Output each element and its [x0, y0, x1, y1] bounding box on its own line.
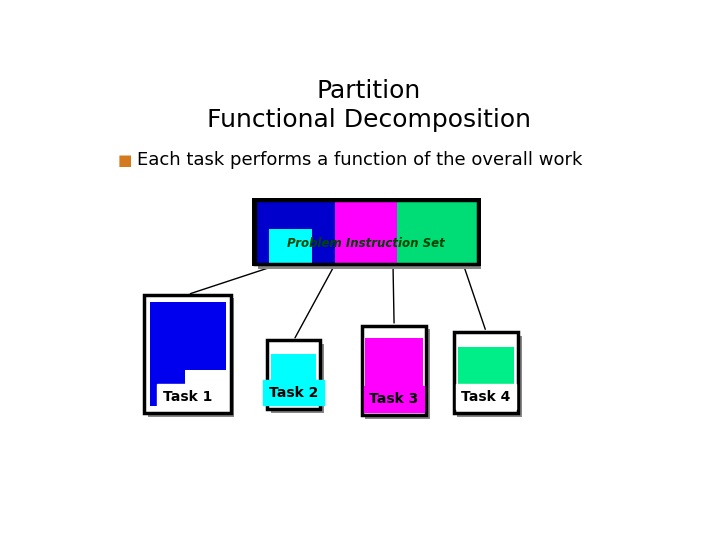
Bar	[365, 329, 430, 419]
Bar	[271, 344, 323, 413]
Text: Partition: Partition	[317, 79, 421, 103]
Bar	[458, 347, 514, 395]
Bar	[269, 229, 312, 265]
Bar	[365, 338, 423, 403]
Text: Functional Decomposition: Functional Decomposition	[207, 109, 531, 132]
Bar	[255, 200, 478, 265]
Bar	[457, 336, 521, 417]
Bar	[258, 204, 481, 268]
Bar	[145, 294, 231, 413]
Bar	[145, 294, 231, 413]
Text: Task 4: Task 4	[462, 390, 511, 404]
Bar	[267, 340, 320, 409]
Bar	[150, 302, 225, 350]
Bar	[148, 298, 234, 417]
Bar	[454, 332, 518, 413]
Text: Task 2: Task 2	[269, 386, 318, 400]
Bar	[335, 200, 397, 265]
Bar	[185, 370, 225, 406]
Bar	[397, 200, 478, 265]
Bar	[150, 350, 225, 406]
Text: Task 3: Task 3	[369, 392, 419, 406]
Bar	[454, 332, 518, 413]
Bar	[267, 340, 320, 409]
Text: Task 1: Task 1	[163, 390, 212, 404]
Text: Problem Instruction Set: Problem Instruction Set	[287, 237, 445, 249]
Bar	[362, 326, 426, 415]
Bar	[271, 354, 317, 392]
Bar	[362, 326, 426, 415]
Bar	[255, 200, 335, 265]
Text: ■: ■	[118, 153, 132, 168]
Bar	[252, 198, 481, 266]
Text: Each task performs a function of the overall work: Each task performs a function of the ove…	[138, 151, 582, 170]
